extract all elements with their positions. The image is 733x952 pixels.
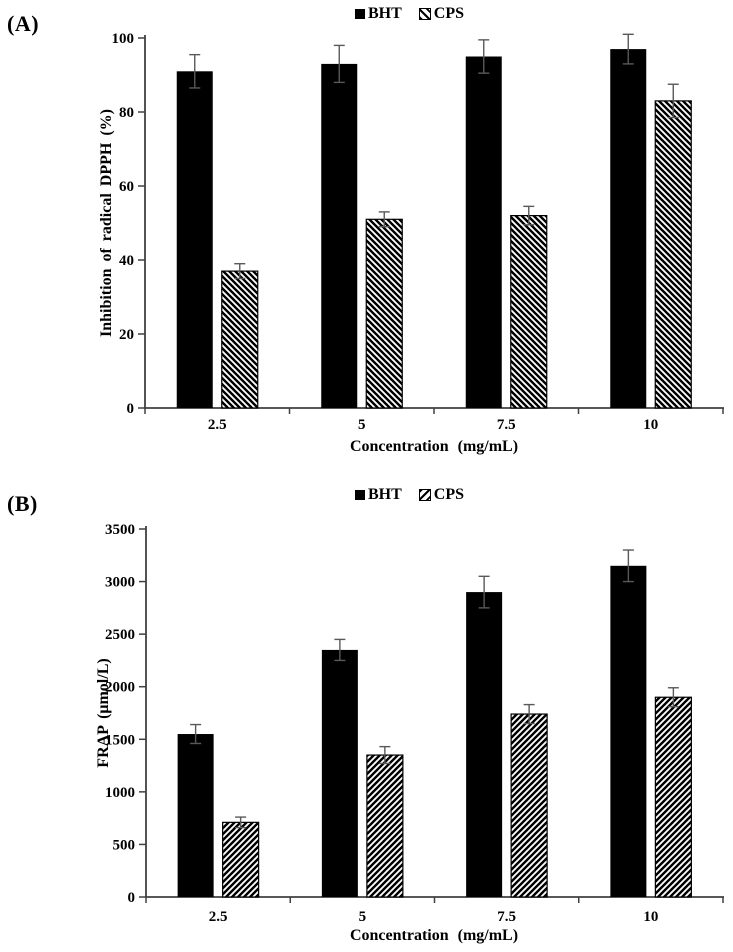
legend-frap: BHT CPS [86, 486, 733, 504]
svg-text:1500: 1500 [105, 732, 135, 748]
svg-text:2000: 2000 [105, 680, 135, 696]
svg-text:1000: 1000 [105, 785, 135, 801]
svg-text:0: 0 [128, 890, 136, 906]
bht-solid-swatch-icon [354, 490, 365, 500]
svg-text:2.5: 2.5 [208, 417, 227, 433]
svg-text:60: 60 [119, 179, 134, 195]
svg-text:40: 40 [119, 253, 134, 269]
legend-label-bht: BHT [367, 486, 402, 503]
svg-text:7.5: 7.5 [497, 417, 516, 433]
x-axis-label-concentration-b: Concentration (mg/mL) [349, 927, 519, 944]
svg-text:500: 500 [113, 837, 136, 853]
panel-frap: (B) BHT CPS FRAP (μmol/L) 0 500 1000 1500 20… [0, 475, 733, 952]
svg-text:10: 10 [643, 909, 658, 925]
svg-text:3000: 3000 [105, 575, 135, 591]
svg-text:2.5: 2.5 [209, 909, 228, 925]
svg-text:80: 80 [119, 105, 134, 121]
panel-a-label: (A) [7, 11, 40, 36]
svg-text:7.5: 7.5 [497, 909, 516, 925]
legend-item-cps: CPS [418, 5, 465, 23]
svg-text:5: 5 [359, 909, 367, 925]
bht-solid-swatch-icon [354, 9, 365, 19]
x-axis-label-concentration-a: Concentration (mg/mL) [349, 438, 519, 455]
svg-text:10: 10 [643, 417, 658, 433]
panel-dpph: (A) BHT CPS Inhibition of radical DPPH (… [0, 0, 733, 475]
svg-text:2500: 2500 [105, 627, 135, 643]
svg-text:3500: 3500 [105, 522, 135, 538]
cps-forwardslash-hatch-swatch-icon [418, 489, 431, 501]
dpph-bar-chart: 0 20 40 60 80 100 2.5 5 7.5 10 [112, 31, 724, 433]
legend-item-bht: BHT [354, 5, 402, 23]
legend-label-bht: BHT [367, 5, 402, 22]
svg-text:20: 20 [119, 327, 134, 343]
legend-item-bht: BHT [354, 486, 402, 504]
svg-text:0: 0 [127, 401, 135, 417]
legend-label-cps: CPS [433, 5, 465, 22]
legend-label-cps: CPS [433, 486, 465, 503]
svg-text:5: 5 [358, 417, 366, 433]
frap-bar-chart: 0 500 1000 1500 2000 2500 3000 3500 2.5 5 7.5 10 [105, 522, 724, 925]
cps-backslash-hatch-swatch-icon [418, 8, 431, 20]
legend-item-cps: CPS [418, 486, 465, 504]
legend-dpph: BHT CPS [86, 5, 733, 23]
svg-text:100: 100 [112, 31, 135, 47]
panel-b-label: (B) [7, 491, 38, 516]
